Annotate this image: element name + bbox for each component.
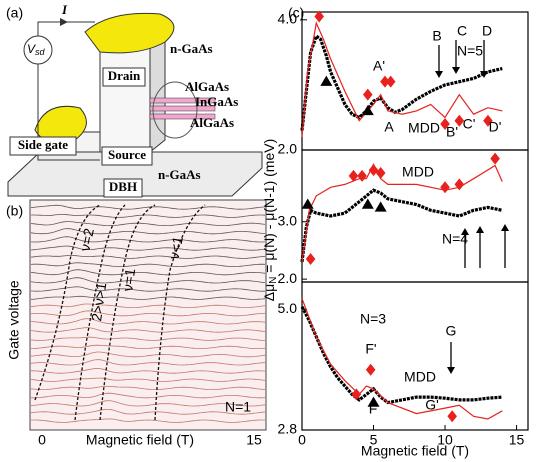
x-tick-label: 0 [298,432,306,448]
annotation: MDD [402,164,434,180]
vsd-subscript: sd [35,47,46,57]
layer-label: n-GaAs [170,41,213,56]
annotation: MDD [408,120,440,136]
diamond-marker [490,153,500,165]
annotation: B' [446,124,458,140]
triangle-marker [320,76,332,86]
y-label-rest: = μ(N) - μ(N-1) (meV) [261,139,277,277]
data-line [302,307,502,403]
annotation: A' [373,58,385,74]
y-tick-label: 4.0 [278,11,298,27]
layer-label: DBH [109,179,137,194]
annotation: B [432,28,441,44]
annotation: MDD [404,369,436,385]
pillar [100,38,150,152]
diamond-marker [447,410,457,422]
panel-label: (b) [6,203,23,219]
x-tick-label: 10 [437,432,453,448]
x-tick-label: 15 [509,432,525,448]
diamond-marker [366,364,376,376]
diamond-marker [455,178,465,190]
state-label: N=1 [225,399,251,415]
y-tick-label: 2.0 [278,270,298,286]
annotation: C' [463,116,476,132]
arrow-head [501,224,509,231]
diamond-marker [369,164,379,176]
annotation: F' [365,341,376,357]
y-axis-label: Gate voltage [6,280,22,360]
annotation: D' [489,119,502,135]
data-line [302,190,502,262]
layer-label: Source [108,147,146,162]
layer-label: Side gate [18,137,68,152]
diamond-marker [386,76,396,88]
y-tick-label: 2.0 [278,141,298,157]
y-label-main: Δμ [261,284,277,301]
diamond-marker [440,181,450,193]
arrow-head [476,226,484,233]
arrow-head [435,71,443,78]
annotation: C [457,23,467,39]
layer-label: n-GaAs [158,167,201,182]
diamond-marker [363,89,373,101]
plot-frame [302,282,528,430]
layer-label: AlGaAs [190,115,234,130]
figure: (a) I Vsd n-GaAs Drain AlGaAs InGaAs AlG… [0,0,537,462]
current-arrow [60,18,68,26]
y-tick-label: 2.8 [278,421,298,437]
x-axis-label: Magnetic field (T) [86,432,194,448]
y-tick-label: 5.0 [278,300,298,316]
x-start-label: 0 [38,432,46,448]
device-diagram: (a) I Vsd n-GaAs Drain AlGaAs InGaAs AlG… [6,2,262,197]
layer-label: AlGaAs [185,79,229,94]
region-label: ν=1 [119,267,138,292]
x-end-label: 15 [246,432,262,448]
layer-label: InGaAs [195,94,238,109]
gate-map: (b) Gate voltage 0 Magnetic field (T) 15 N=1 ν… [6,200,266,448]
annotation: F [369,401,378,417]
arrow-head [447,367,455,374]
x-tick-label: 5 [370,432,378,448]
arrow-head [452,67,460,74]
diamond-marker [306,253,316,265]
y-axis-label: ΔμN = μ(N) - μ(N-1) (meV) [261,139,279,302]
triangle-marker [375,201,387,211]
layer-label: Drain [108,68,141,83]
diamond-marker [357,170,367,182]
annotation: N=3 [360,311,386,327]
current-label: I [61,2,68,17]
annotation: G' [425,397,439,413]
y-tick-label: 3.0 [278,212,298,228]
annotation: N=5 [457,43,483,59]
diamond-marker [376,167,386,179]
annotation: G [446,323,457,339]
panel-label: (a) [6,5,23,21]
annotation: A [384,119,394,135]
annotation: D [482,23,492,39]
